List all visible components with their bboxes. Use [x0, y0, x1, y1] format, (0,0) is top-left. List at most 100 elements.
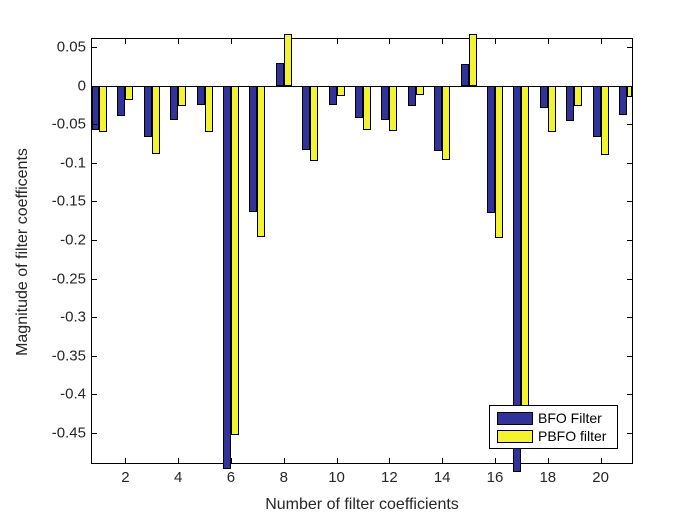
x-tick-label: 4 [174, 469, 183, 486]
bar-pbfo-18 [548, 86, 556, 132]
y-tick-mark [92, 433, 97, 434]
y-tick-mark [627, 240, 632, 241]
bar-bfo-2 [117, 86, 125, 116]
y-tick-mark [627, 201, 632, 202]
x-tick-mark [442, 458, 443, 463]
y-tick-label: -0.2 [60, 231, 86, 249]
y-tick-mark [627, 356, 632, 357]
y-tick-label: -0.3 [60, 308, 86, 326]
legend-label: BFO Filter [538, 410, 602, 426]
bar-pbfo-10 [337, 86, 345, 96]
bar-pbfo-13 [416, 86, 424, 95]
x-axis-label: Number of filter coefficients [265, 496, 459, 513]
bar-bfo-4 [170, 86, 178, 120]
bar-bfo-20 [593, 86, 601, 137]
y-tick-label: -0.45 [51, 424, 86, 442]
x-tick-mark [231, 39, 232, 44]
y-tick-label: -0.25 [51, 270, 86, 288]
legend-item-pbfo: PBFO filter [490, 429, 617, 443]
bar-pbfo-1 [99, 86, 107, 132]
legend-swatch-pbfo [497, 429, 533, 443]
y-tick-mark [92, 317, 97, 318]
y-tick-mark [92, 163, 97, 164]
bar-pbfo-7 [257, 86, 265, 237]
legend-swatch-bfo [497, 411, 533, 425]
bar-pbfo-21 [627, 86, 632, 97]
y-tick-label: -0.4 [60, 385, 86, 403]
y-tick-label: 0.05 [56, 38, 86, 56]
x-tick-mark [495, 39, 496, 44]
bar-bfo-10 [329, 86, 337, 105]
bar-bfo-17 [513, 86, 521, 472]
x-tick-mark [284, 39, 285, 44]
x-tick-mark [389, 458, 390, 463]
bar-pbfo-3 [152, 86, 160, 154]
bar-pbfo-19 [574, 86, 582, 106]
legend-label: PBFO filter [538, 428, 607, 444]
x-tick-mark [601, 39, 602, 44]
bar-pbfo-8 [284, 34, 292, 86]
bar-pbfo-14 [442, 86, 450, 160]
bar-bfo-9 [302, 86, 310, 150]
bar-bfo-21 [619, 86, 627, 115]
bar-pbfo-2 [125, 86, 133, 100]
y-tick-mark [627, 394, 632, 395]
x-tick-mark [125, 39, 126, 44]
x-tick-mark [495, 458, 496, 463]
bar-bfo-12 [381, 86, 389, 120]
x-tick-mark [548, 39, 549, 44]
x-tick-mark [337, 39, 338, 44]
bar-bfo-5 [197, 86, 205, 105]
bar-pbfo-4 [178, 86, 186, 106]
x-tick-mark [125, 458, 126, 463]
bar-pbfo-17 [521, 86, 529, 441]
bar-pbfo-11 [363, 86, 371, 130]
x-tick-label: 2 [121, 469, 130, 486]
y-tick-mark [627, 279, 632, 280]
bar-bfo-18 [540, 86, 548, 108]
y-tick-label: -0.1 [60, 154, 86, 172]
bar-bfo-15 [461, 64, 469, 86]
x-tick-label: 12 [381, 469, 398, 486]
bar-pbfo-20 [601, 86, 609, 155]
x-tick-label: 20 [592, 469, 609, 486]
y-tick-mark [627, 317, 632, 318]
bar-bfo-14 [434, 86, 442, 151]
x-tick-label: 8 [279, 469, 288, 486]
x-tick-label: 18 [539, 469, 557, 486]
y-tick-mark [92, 86, 97, 87]
bar-pbfo-9 [310, 86, 318, 161]
x-tick-label: 14 [433, 469, 451, 486]
y-tick-mark [92, 201, 97, 202]
y-tick-mark [92, 47, 97, 48]
y-tick-label: -0.05 [51, 115, 86, 133]
x-tick-label: 10 [328, 469, 345, 486]
plot-area [91, 34, 633, 472]
y-tick-mark [92, 240, 97, 241]
x-tick-label: 16 [486, 469, 504, 486]
y-tick-mark [627, 124, 632, 125]
x-tick-mark [231, 458, 232, 463]
x-tick-mark [548, 458, 549, 463]
bar-bfo-11 [355, 86, 363, 118]
bar-pbfo-15 [469, 34, 477, 86]
y-tick-mark [627, 433, 632, 434]
bar-pbfo-16 [495, 86, 503, 238]
x-tick-mark [178, 39, 179, 44]
y-tick-mark [627, 47, 632, 48]
bar-pbfo-5 [205, 86, 213, 132]
legend-item-bfo: BFO Filter [490, 411, 617, 425]
bar-bfo-7 [249, 86, 257, 212]
x-tick-mark [178, 458, 179, 463]
bar-bfo-8 [276, 63, 284, 86]
x-tick-mark [337, 458, 338, 463]
y-tick-label: 0 [77, 77, 86, 95]
bar-bfo-6 [223, 86, 231, 469]
y-tick-label: -0.15 [51, 192, 86, 210]
y-tick-mark [92, 394, 97, 395]
legend: BFO Filter PBFO filter [489, 405, 618, 449]
bar-bfo-19 [566, 86, 574, 121]
bar-pbfo-6 [231, 86, 239, 435]
x-tick-mark [284, 458, 285, 463]
